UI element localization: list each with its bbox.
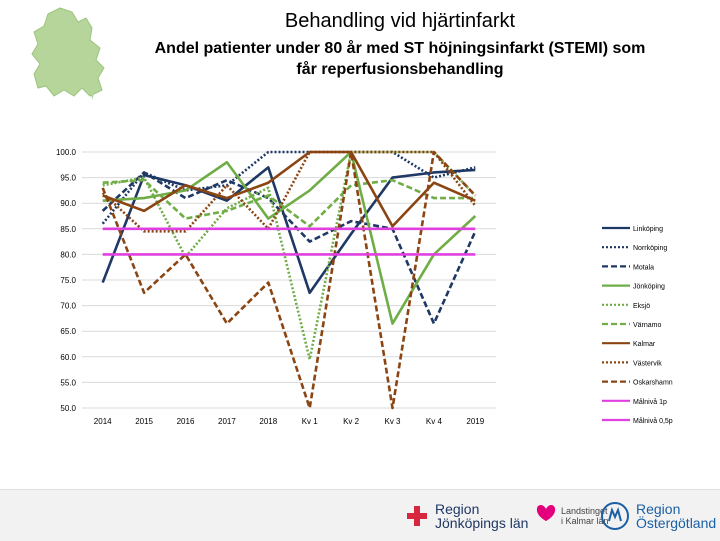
legend-label: Västervik <box>633 360 662 367</box>
logo3-line1: Region <box>636 501 681 517</box>
logo1-line2: Jönköpings län <box>435 515 529 531</box>
y-axis-ticks: 100.0 95.0 90.0 85.0 80.0 75.0 70.0 65.0 60.0 55.… <box>56 148 77 413</box>
subtitle-line-2: får reperfusionsbehandling <box>296 61 504 78</box>
emblem-icon <box>601 502 629 530</box>
y-tick-label: 55.0 <box>60 378 76 387</box>
series-line-5 <box>102 178 476 228</box>
legend-label: Målnivå 1p <box>633 398 667 406</box>
line-chart: 100.0 95.0 90.0 85.0 80.0 75.0 70.0 65.0 60.0 55.… <box>56 148 673 426</box>
y-tick-label: 65.0 <box>60 327 76 336</box>
heart-icon <box>536 505 556 521</box>
legend-label: Oskarshamn <box>633 380 673 387</box>
x-tick-label: Kv 1 <box>302 417 319 426</box>
legend-label: Linköping <box>633 226 663 233</box>
legend-label: Målnivå 0,5p <box>633 417 673 425</box>
chart-series <box>101 150 477 410</box>
x-tick-label: Kv 4 <box>426 417 443 426</box>
chart-legend: Linköping Norrköping Motala Jönköping Eksjö V… <box>602 226 673 425</box>
x-tick-label: Kv 3 <box>384 417 401 426</box>
x-tick-label: 2015 <box>135 417 153 426</box>
y-tick-label: 80.0 <box>60 250 76 259</box>
cross-heart-icon <box>407 506 427 526</box>
legend-label: Jönköping <box>633 284 665 291</box>
logo2-line2: i Kalmar län <box>561 516 609 526</box>
legend-label: Kalmar <box>633 341 656 348</box>
y-tick-label: 60.0 <box>60 353 76 362</box>
logo1-line1: Region <box>435 501 480 517</box>
landstinget-kalmar-logo: Landstinget i Kalmar län <box>535 498 609 534</box>
legend-label: Motala <box>633 264 654 271</box>
y-tick-label: 75.0 <box>60 276 76 285</box>
page-title: Behandling vid hjärtinfarkt <box>284 10 516 32</box>
series-line-8 <box>101 150 477 410</box>
region-map-logo <box>31 7 105 100</box>
series-line-7 <box>101 150 477 233</box>
logo2-line1: Landstinget <box>561 506 608 516</box>
legend-label: Norrköping <box>633 245 667 252</box>
y-tick-label: 95.0 <box>60 174 76 183</box>
legend-label: Värnamo <box>633 322 662 329</box>
y-tick-label: 70.0 <box>60 302 76 311</box>
series-line-1 <box>101 150 476 225</box>
series-line-3 <box>102 150 477 325</box>
x-tick-label: 2019 <box>466 417 484 426</box>
footer-bar: Region Jönköpings län Landstinget i Kalm… <box>0 489 720 541</box>
page-subtitle: Andel patienter under 80 år med ST höjni… <box>110 38 690 80</box>
x-tick-label: 2016 <box>177 417 195 426</box>
x-tick-label: 2017 <box>218 417 236 426</box>
y-tick-label: 50.0 <box>60 404 76 413</box>
y-tick-label: 100.0 <box>56 148 77 157</box>
chart-gridlines <box>82 151 496 409</box>
x-axis-ticks: 2014 2015 2016 2017 2018 Kv 1 Kv 2 Kv 3 Kv 4 2019 <box>94 417 485 426</box>
y-tick-label: 90.0 <box>60 199 76 208</box>
legend-label: Eksjö <box>633 303 650 310</box>
x-tick-label: 2014 <box>94 417 112 426</box>
logo3-line2: Östergötland <box>636 515 717 531</box>
region-ostergotland-logo: Region Östergötland <box>600 498 716 534</box>
y-tick-label: 85.0 <box>60 225 76 234</box>
x-tick-label: 2018 <box>259 417 277 426</box>
series-line-6 <box>102 150 476 228</box>
series-line-2 <box>101 171 477 325</box>
region-jonkoping-logo: Region Jönköpings län <box>405 498 528 534</box>
subtitle-line-1: Andel patienter under 80 år med ST höjni… <box>154 40 646 57</box>
x-tick-label: Kv 2 <box>343 417 360 426</box>
series-line-4 <box>102 150 477 361</box>
